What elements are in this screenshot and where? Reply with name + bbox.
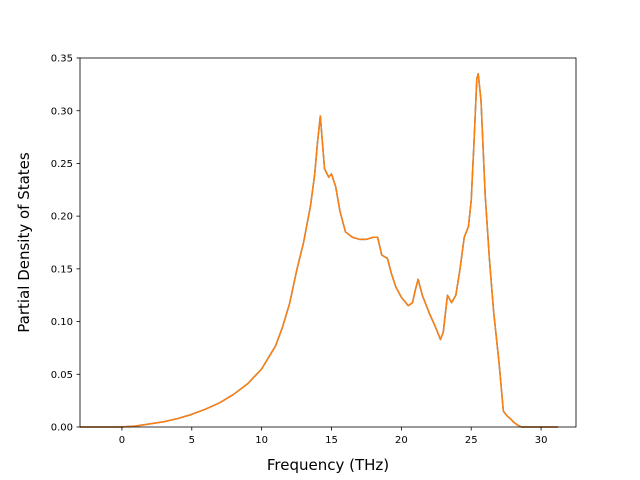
- y-axis-label: Partial Density of States: [15, 152, 33, 333]
- series-layer: [80, 73, 558, 428]
- x-tick-label: 15: [325, 435, 338, 446]
- y-axis: 0.00 0.05 0.10 0.15 0.20 0.25 0.30 0.35: [51, 54, 80, 434]
- y-tick-label: 0.00: [51, 423, 73, 434]
- y-tick-label: 0.15: [51, 264, 73, 275]
- y-tick-label: 0.35: [51, 54, 73, 65]
- y-tick-label: 0.10: [51, 317, 73, 328]
- y-tick-label: 0.30: [51, 106, 73, 117]
- x-tick-label: 25: [465, 435, 478, 446]
- y-tick-label: 0.05: [51, 370, 73, 381]
- x-tick-label: 20: [395, 435, 408, 446]
- x-tick-label: 5: [189, 435, 195, 446]
- x-tick-label: 30: [535, 435, 548, 446]
- series-line-2: [80, 73, 558, 428]
- x-axis-label: Frequency (THz): [267, 456, 389, 474]
- x-axis: 0 5 10 15 20 25 30: [119, 427, 548, 446]
- x-tick-label: 10: [255, 435, 268, 446]
- y-tick-label: 0.20: [51, 212, 73, 223]
- x-tick-label: 0: [119, 435, 125, 446]
- plot-frame: [79, 57, 577, 428]
- y-tick-label: 0.25: [51, 159, 73, 170]
